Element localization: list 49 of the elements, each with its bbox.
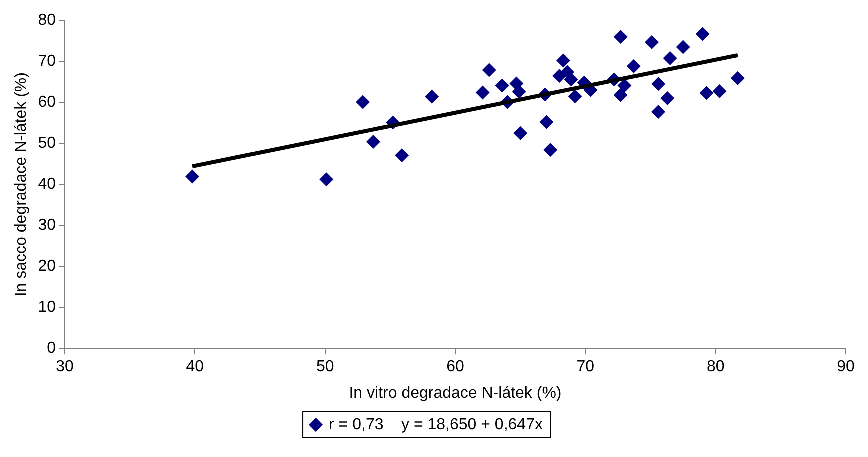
- point: [186, 170, 200, 184]
- point: [626, 60, 641, 74]
- point: [696, 27, 710, 42]
- point: [356, 95, 370, 110]
- y-tick-label: 70: [38, 53, 56, 70]
- x-tick-label: 80: [706, 358, 725, 376]
- point: [712, 84, 727, 99]
- point: [660, 92, 675, 106]
- x-tick-label: 60: [446, 358, 464, 376]
- y-tick-label: 30: [38, 217, 56, 234]
- x-tick-label: 40: [186, 358, 204, 376]
- point: [495, 78, 510, 93]
- point: [618, 78, 632, 93]
- y-tick-label: 20: [38, 258, 56, 276]
- y-axis-title: In sacco degradace N-látek (%): [13, 72, 30, 297]
- y-tick-label: 40: [38, 176, 56, 194]
- point: [652, 105, 666, 120]
- point: [564, 72, 578, 87]
- point: [425, 90, 440, 104]
- y-tick-label: 10: [38, 299, 56, 316]
- x-tick-label: 70: [576, 358, 595, 376]
- y-tick-label: 80: [38, 12, 56, 30]
- point: [320, 172, 334, 187]
- x-tick-label: 30: [56, 358, 74, 376]
- point: [730, 71, 745, 86]
- point: [544, 143, 558, 158]
- point: [540, 115, 554, 130]
- point: [663, 51, 678, 66]
- point: [614, 30, 628, 44]
- y-tick-label: 50: [38, 135, 56, 152]
- point: [512, 84, 526, 99]
- point: [514, 126, 528, 140]
- y-tick-label: 0: [47, 340, 56, 358]
- point: [556, 54, 571, 68]
- legend-label: r = 0,73 y = 18,650 + 0,647x: [329, 416, 543, 434]
- point: [676, 40, 690, 54]
- point: [366, 134, 380, 149]
- point: [614, 88, 628, 102]
- x-tick-label: 50: [316, 358, 334, 376]
- point: [652, 77, 666, 92]
- y-tick-label: 60: [38, 94, 56, 112]
- point: [476, 86, 490, 100]
- x-tick-label: 90: [837, 358, 855, 376]
- point: [700, 86, 714, 100]
- point: [395, 148, 410, 162]
- point: [482, 63, 496, 78]
- point: [568, 89, 582, 104]
- x-axis-title: In vitro degradace N-látek (%): [349, 384, 562, 402]
- point: [645, 35, 660, 50]
